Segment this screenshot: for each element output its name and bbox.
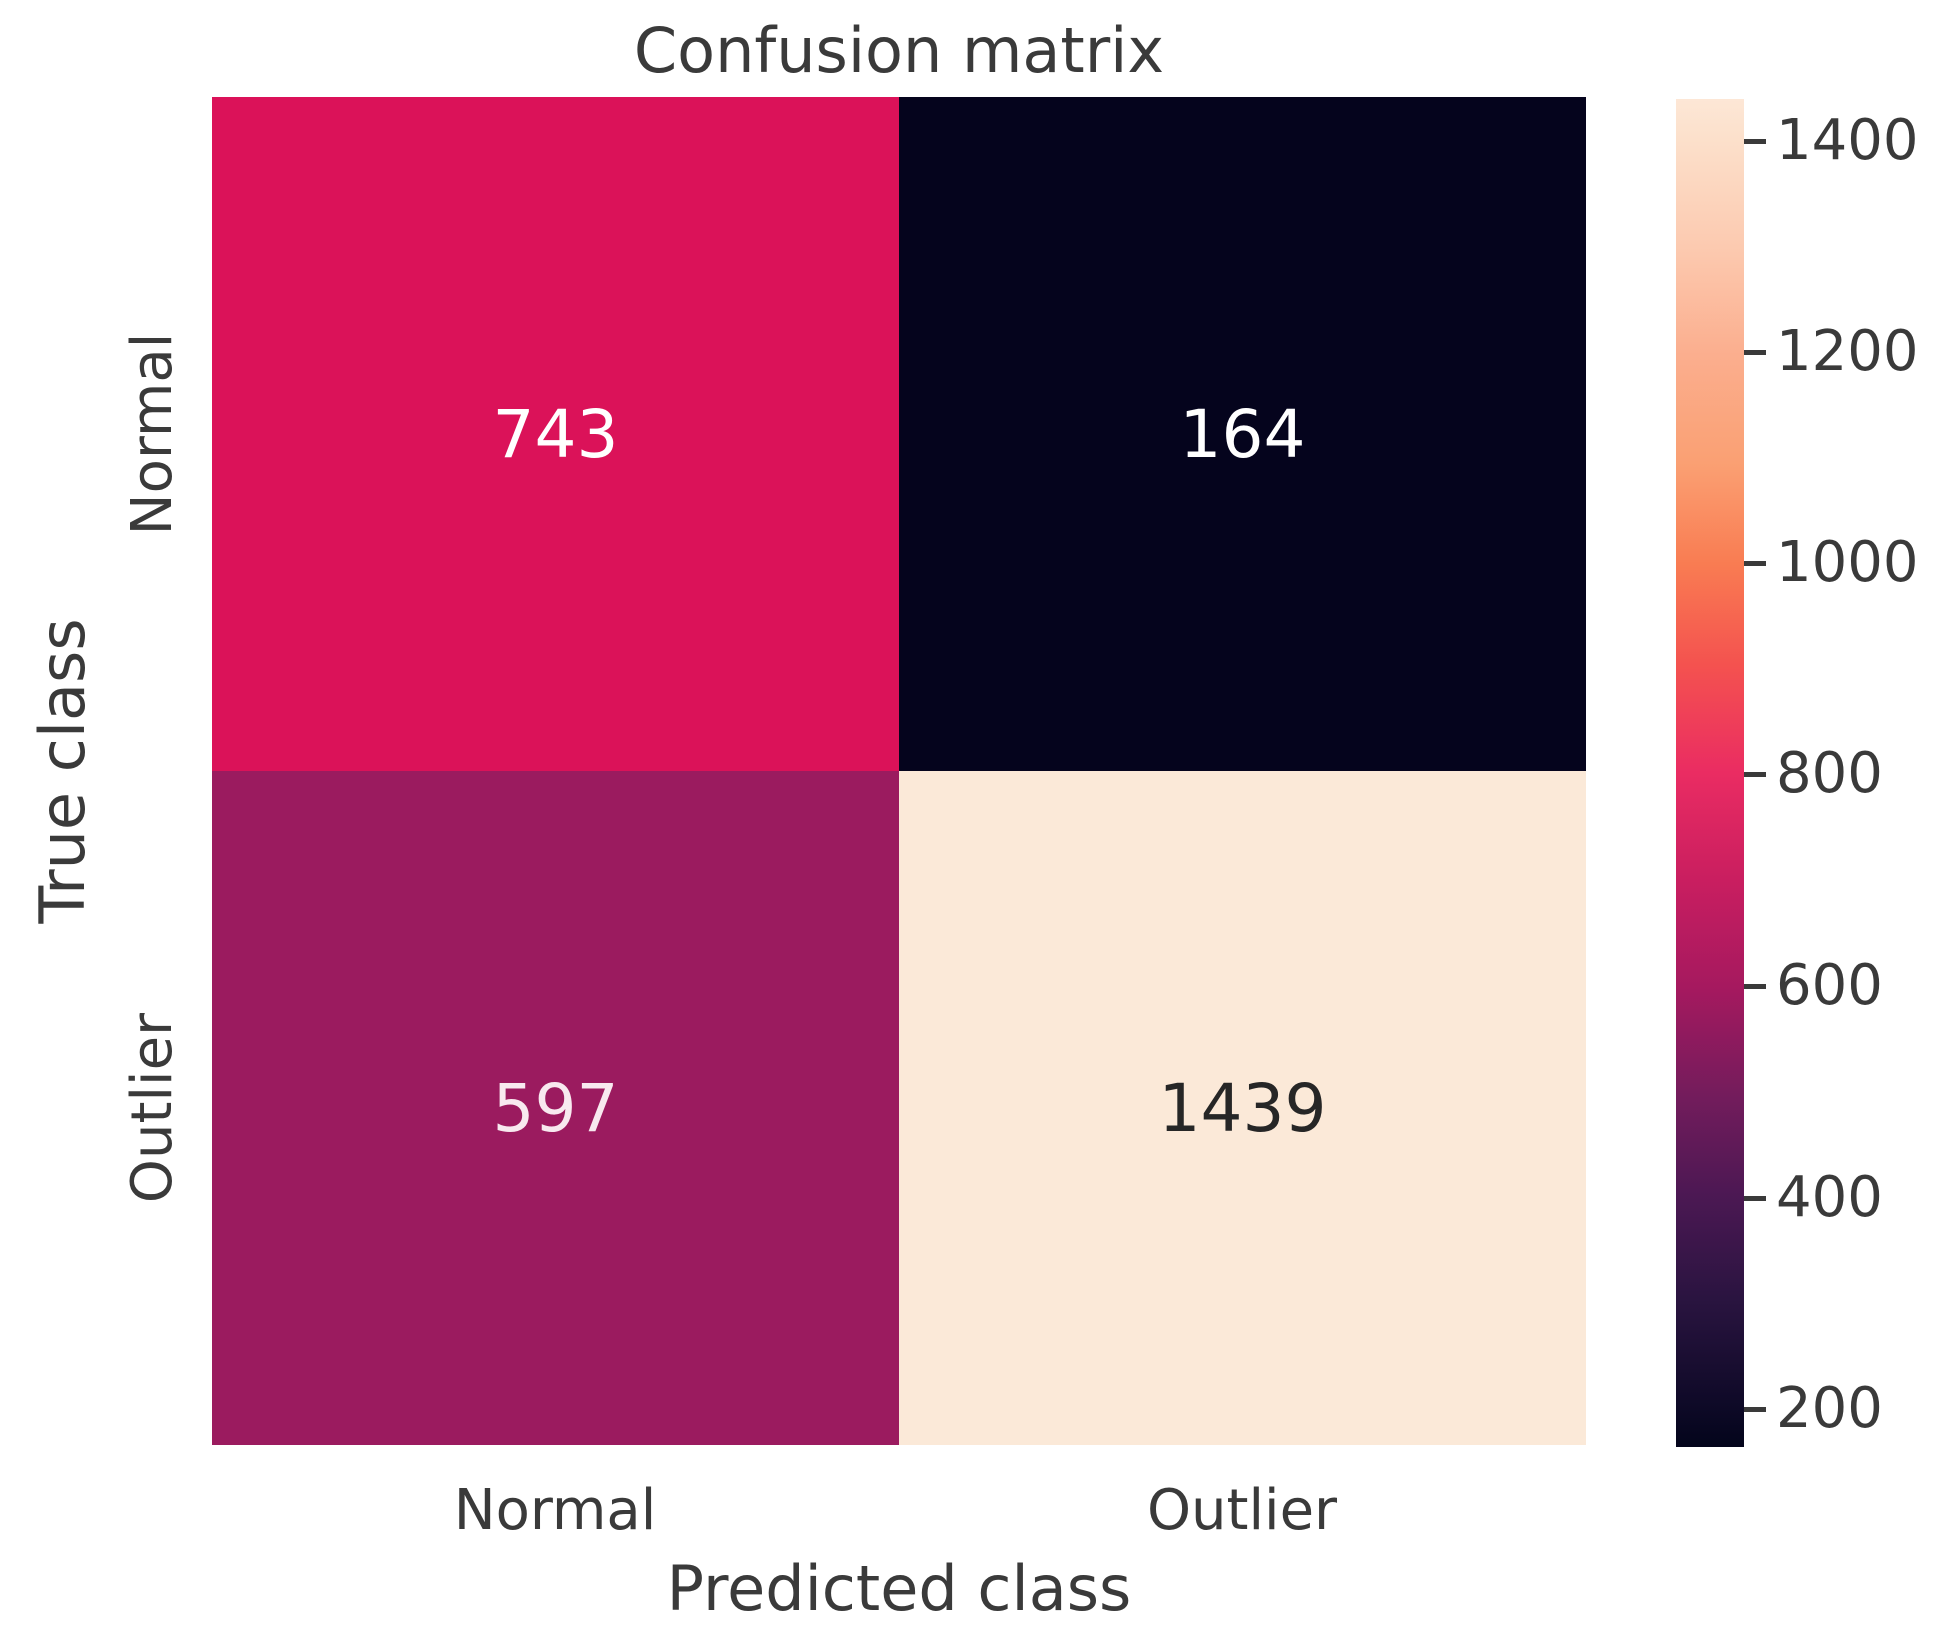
- heatmap-grid: 743 164 597 1439: [212, 97, 1586, 1445]
- chart-title: Confusion matrix: [633, 14, 1165, 87]
- heatmap-cell-true-outlier-pred-outlier: 1439: [899, 771, 1586, 1445]
- heatmap-cell-true-normal-pred-outlier: 164: [899, 97, 1586, 771]
- x-tick-outlier: Outlier: [1146, 1478, 1338, 1543]
- y-tick-normal: Normal: [119, 332, 185, 536]
- x-tick-normal: Normal: [453, 1478, 657, 1543]
- heatmap-cell-true-outlier-pred-normal: 597: [212, 771, 899, 1445]
- cell-value: 1439: [1158, 1069, 1327, 1147]
- cell-value: 597: [492, 1069, 619, 1147]
- tick-mark: [1744, 349, 1766, 355]
- tick-mark: [1744, 138, 1766, 144]
- tick-mark: [1744, 560, 1766, 566]
- tick-mark: [1744, 771, 1766, 777]
- heatmap-cell-true-normal-pred-normal: 743: [212, 97, 899, 771]
- x-axis-label: Predicted class: [666, 1552, 1132, 1625]
- colorbar-ticks: 1400 1200 1000 800 600 400 200: [1744, 99, 1950, 1447]
- tick-mark: [1744, 1195, 1766, 1201]
- cell-value: 164: [1179, 395, 1306, 473]
- tick-mark: [1744, 983, 1766, 989]
- cell-value: 743: [492, 395, 619, 473]
- y-tick-outlier: Outlier: [119, 1012, 185, 1204]
- y-axis-label: True class: [25, 618, 99, 924]
- colorbar-gradient: [1676, 99, 1744, 1447]
- tick-mark: [1744, 1406, 1766, 1412]
